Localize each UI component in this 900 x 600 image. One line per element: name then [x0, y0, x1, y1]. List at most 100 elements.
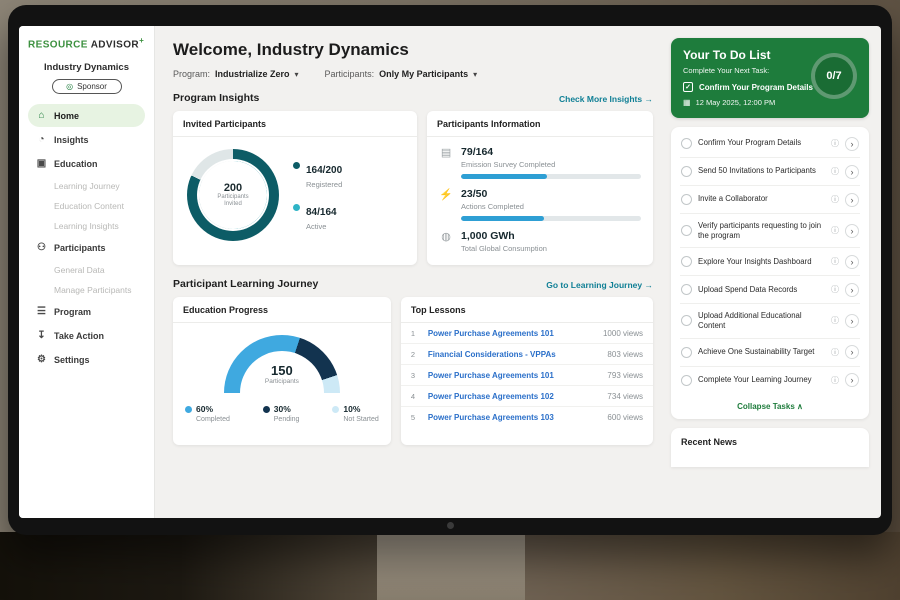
emission-survey-progress-bar: [461, 174, 641, 179]
task-row-achieve-target[interactable]: Achieve One Sustainability Target ⓘ ›: [680, 339, 860, 367]
actions-icon: ⚡: [439, 189, 453, 201]
recent-news-card[interactable]: Recent News: [671, 427, 869, 467]
pending-dot-icon: [262, 405, 270, 413]
sidebar-item-education-content[interactable]: Education Content: [28, 196, 145, 215]
sidebar-item-label: Manage Participants: [54, 284, 132, 295]
consumption-icon: ◍: [441, 231, 451, 243]
chevron-right-icon[interactable]: ›: [845, 192, 859, 207]
task-row-send-invitations[interactable]: Send 50 Invitations to Participants ⓘ ›: [680, 158, 860, 186]
monitor-bezel: RESOURCE ADVISOR+ Industry Dynamics ◎ Sp…: [8, 5, 892, 535]
lesson-link[interactable]: Power Purchase Agreements 101: [427, 328, 554, 338]
participants-icon: ⚇: [37, 242, 46, 254]
collapse-icon: ∧: [797, 401, 803, 411]
task-checkbox[interactable]: [681, 138, 692, 149]
lesson-link[interactable]: Power Purchase Agreements 101: [427, 370, 554, 380]
chevron-right-icon[interactable]: ›: [845, 282, 859, 297]
task-checkbox[interactable]: [681, 315, 692, 327]
lesson-link[interactable]: Financial Considerations - VPPAs: [427, 349, 556, 359]
main-content: Welcome, Industry Dynamics Program: Indu…: [155, 26, 667, 518]
sidebar-item-general-data[interactable]: General Data: [28, 260, 145, 279]
sidebar-item-label: Education Content: [54, 200, 124, 211]
task-checkbox[interactable]: [681, 346, 692, 358]
lesson-row[interactable]: 1 Power Purchase Agreements 101 1000 vie…: [400, 323, 653, 344]
task-checkbox[interactable]: [681, 225, 692, 237]
sidebar-item-take-action[interactable]: ↧ Take Action: [28, 324, 145, 347]
chevron-right-icon[interactable]: ›: [845, 223, 859, 238]
chevron-right-icon[interactable]: ›: [845, 373, 859, 387]
stat-actions-completed: ⚡ 23/50 Actions Completed: [439, 188, 641, 221]
sidebar-item-program[interactable]: ☰ Program: [28, 300, 145, 323]
program-filter-value: Industrialize Zero: [215, 69, 290, 79]
participants-filter[interactable]: Participants: Only My Participants ▾: [325, 69, 478, 79]
sidebar-item-label: Learning Journey: [54, 180, 120, 191]
next-task-row[interactable]: ✓ Confirm Your Program Details: [683, 82, 857, 92]
task-row-upload-educational-content[interactable]: Upload Additional Educational Content ⓘ …: [680, 304, 860, 339]
chevron-right-icon[interactable]: ›: [845, 313, 859, 328]
info-icon: ⓘ: [831, 167, 839, 176]
chevron-right-icon[interactable]: ›: [845, 136, 859, 151]
sidebar-item-participants[interactable]: ⚇ Participants: [28, 236, 145, 259]
task-row-explore-insights[interactable]: Explore Your Insights Dashboard ⓘ ›: [680, 248, 860, 277]
gauge-center-label: Participants: [264, 378, 299, 385]
chevron-right-icon[interactable]: ›: [845, 254, 859, 269]
task-checkbox[interactable]: [681, 284, 692, 296]
lesson-row[interactable]: 3 Power Purchase Agreements 101 793 view…: [400, 365, 653, 386]
check-more-insights-link[interactable]: Check More Insights →: [558, 94, 654, 104]
lesson-link[interactable]: Power Purchase Agreements 102: [427, 391, 554, 401]
task-row-verify-participants[interactable]: Verify participants requesting to join t…: [680, 214, 860, 249]
participants-information-card: Participants Information ▤ 79/164 Emissi…: [427, 111, 653, 265]
lesson-row[interactable]: 4 Power Purchase Agreements 102 734 view…: [400, 386, 653, 407]
chevron-right-icon[interactable]: ›: [845, 164, 859, 179]
sidebar-item-learning-insights[interactable]: Learning Insights: [28, 216, 145, 235]
org-name: Industry Dynamics: [44, 62, 129, 74]
sidebar-item-label: Insights: [54, 134, 89, 145]
arrow-right-icon: →: [644, 94, 654, 104]
completed-dot-icon: [185, 405, 192, 413]
survey-icon: ▤: [440, 147, 452, 159]
chevron-right-icon[interactable]: ›: [845, 345, 859, 359]
participants-filter-label: Participants:: [324, 69, 375, 79]
task-row-invite-collaborator[interactable]: Invite a Collaborator ⓘ ›: [680, 186, 860, 214]
info-icon: ⓘ: [831, 139, 839, 148]
app-logo: RESOURCE ADVISOR+: [28, 36, 145, 50]
checkbox-icon[interactable]: ✓: [683, 82, 693, 92]
sidebar-item-label: Home: [54, 110, 80, 121]
task-checkbox[interactable]: [681, 374, 692, 386]
logo-text-advisor: ADVISOR: [90, 39, 140, 51]
task-checkbox[interactable]: [681, 256, 692, 268]
sidebar-item-learning-journey[interactable]: Learning Journey: [28, 176, 145, 195]
todo-subtitle: Complete Your Next Task:: [683, 66, 770, 75]
sidebar-item-label: Learning Insights: [54, 220, 119, 231]
sidebar: RESOURCE ADVISOR+ Industry Dynamics ◎ Sp…: [19, 26, 155, 518]
logo-text-resource: RESOURCE: [28, 39, 88, 51]
sidebar-item-insights[interactable]: ◔ Insights: [28, 128, 145, 151]
task-row-complete-learning-journey[interactable]: Complete Your Learning Journey ⓘ ›: [680, 367, 860, 394]
card-title: Education Progress: [173, 297, 391, 323]
lesson-row[interactable]: 5 Power Purchase Agreements 103 600 view…: [410, 412, 643, 422]
sidebar-item-manage-participants[interactable]: Manage Participants: [28, 280, 145, 299]
collapse-tasks-link[interactable]: Collapse Tasks ∧: [737, 401, 803, 411]
card-title: Invited Participants: [173, 111, 418, 137]
task-checkbox[interactable]: [681, 194, 692, 205]
learning-journey-header: Participant Learning Journey Go to Learn…: [173, 278, 653, 290]
sidebar-item-home[interactable]: ⌂ Home: [28, 104, 145, 128]
task-checkbox[interactable]: [681, 166, 692, 177]
program-filter[interactable]: Program: Industrialize Zero ▾: [173, 69, 299, 79]
lesson-row[interactable]: 2 Financial Considerations - VPPAs 803 v…: [400, 344, 653, 365]
lesson-link[interactable]: Power Purchase Agreements 103: [427, 412, 554, 422]
go-to-learning-journey-link[interactable]: Go to Learning Journey →: [546, 280, 653, 290]
sidebar-item-education[interactable]: ▣ Education: [28, 152, 145, 175]
info-icon: ⓘ: [831, 347, 839, 357]
legend-item-registered: 164/200 Registered: [293, 160, 342, 189]
task-row-confirm-program[interactable]: Confirm Your Program Details ⓘ ›: [680, 130, 860, 158]
sponsor-badge[interactable]: ◎ Sponsor: [51, 79, 122, 95]
registered-dot-icon: [293, 161, 300, 169]
legend-item-completed: 60% Completed: [185, 404, 230, 423]
legend-item-not-started: 10% Not Started: [332, 404, 379, 423]
settings-icon: ⚙: [37, 354, 46, 366]
screen: RESOURCE ADVISOR+ Industry Dynamics ◎ Sp…: [19, 26, 881, 518]
arrow-right-icon: →: [644, 280, 654, 290]
info-icon: ⓘ: [831, 375, 839, 385]
sidebar-item-settings[interactable]: ⚙ Settings: [28, 348, 145, 371]
task-row-upload-spend-data[interactable]: Upload Spend Data Records ⓘ ›: [680, 276, 860, 305]
